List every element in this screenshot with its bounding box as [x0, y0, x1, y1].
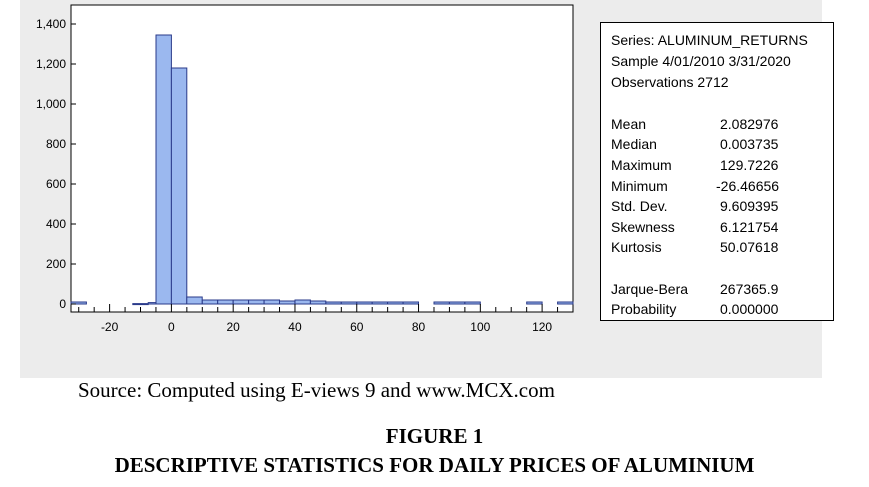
figure-caption: DESCRIPTIVE STATISTICS FOR DAILY PRICES … [114, 453, 755, 477]
stat-label-minimum: Minimum [611, 178, 668, 194]
x-tick-label: 60 [350, 320, 364, 334]
stat-value-kurtosis: 50.07618 [720, 239, 779, 255]
x-tick-label: 120 [532, 320, 552, 334]
plot-area [70, 4, 574, 313]
statistics-box: Series: ALUMINUM_RETURNS Sample 4/01/201… [600, 22, 834, 321]
x-tick-label: 100 [470, 320, 490, 334]
histogram-bar [186, 296, 203, 305]
stat-label-jarque-bera: Jarque-Bera [611, 281, 689, 297]
stat-value-minimum: -26.46656 [716, 178, 780, 194]
stat-label-maximum: Maximum [611, 157, 672, 173]
histogram-bar [387, 301, 404, 305]
stat-label-mean: Mean [611, 116, 647, 132]
histogram-bar [325, 301, 342, 305]
stat-value-maximum: 129.7226 [720, 157, 779, 173]
histogram-bar [70, 301, 87, 305]
histogram-bar [217, 299, 234, 305]
histogram-bar [309, 300, 327, 305]
histogram-bar [356, 301, 373, 305]
histogram-bar [557, 301, 574, 305]
bars-layer [70, 34, 574, 306]
sample-range: Sample 4/01/2010 3/31/2020 [611, 53, 791, 69]
histogram-bar [279, 300, 296, 305]
y-tick-label: 0 [59, 297, 66, 311]
stat-label-probability: Probability [611, 301, 677, 317]
histogram-bar [371, 301, 389, 305]
x-tick-label: 0 [168, 320, 175, 334]
histogram-bar [232, 299, 250, 305]
x-tick-label: 80 [412, 320, 426, 334]
series-name: Series: ALUMINUM_RETURNS [611, 32, 808, 48]
histogram-bar [448, 301, 466, 305]
histogram-bar [248, 299, 265, 305]
histogram-bar [294, 299, 311, 305]
x-tick-label: 40 [288, 320, 302, 334]
stat-value-jarque-bera: 267365.9 [720, 281, 779, 297]
y-tick-label: 400 [46, 217, 66, 231]
y-tick-label: 1,000 [36, 97, 66, 111]
y-tick-label: 1,400 [36, 17, 66, 31]
histogram-bar [340, 301, 358, 305]
x-tick-label: 20 [227, 320, 241, 334]
y-axis: 0 200 400 600 800 1,000 1,200 1,400 [36, 17, 76, 311]
stat-label-std-dev: Std. Dev. [611, 198, 668, 214]
figure-number: FIGURE 1 [385, 424, 484, 448]
stat-label-median: Median [611, 136, 657, 152]
histogram-bar [402, 301, 420, 305]
stat-value-mean: 2.082976 [720, 116, 779, 132]
histogram-bar [433, 301, 450, 305]
histogram-bar [464, 301, 481, 305]
y-tick-label: 200 [46, 257, 66, 271]
histogram-chart: 0 200 400 600 800 1,000 1,200 1,400 -20 0 20 40 60 8… [36, 4, 574, 334]
histogram-bar [170, 67, 188, 305]
stat-value-skewness: 6.121754 [720, 219, 779, 235]
x-tick-label: -20 [101, 320, 119, 334]
x-axis: -20 0 20 40 60 80 100 120 [78, 304, 574, 334]
histogram-bar [132, 303, 149, 306]
histogram-bar [526, 301, 543, 305]
figure-panel: 0 200 400 600 800 1,000 1,200 1,400 -20 0 20 40 60 8… [20, 0, 834, 378]
stat-value-median: 0.003735 [720, 136, 779, 152]
source-note: Source: Computed using E-views 9 and www… [78, 378, 555, 402]
histogram-bar [263, 299, 281, 305]
stat-label-kurtosis: Kurtosis [611, 239, 662, 255]
y-tick-label: 600 [46, 177, 66, 191]
stat-value-std-dev: 9.609395 [720, 198, 779, 214]
stat-label-skewness: Skewness [611, 219, 675, 235]
y-tick-label: 1,200 [36, 57, 66, 71]
histogram-bar [201, 299, 219, 305]
y-tick-label: 800 [46, 137, 66, 151]
histogram-bar [155, 34, 172, 305]
observations-count: Observations 2712 [611, 74, 729, 90]
stat-value-probability: 0.000000 [720, 301, 779, 317]
